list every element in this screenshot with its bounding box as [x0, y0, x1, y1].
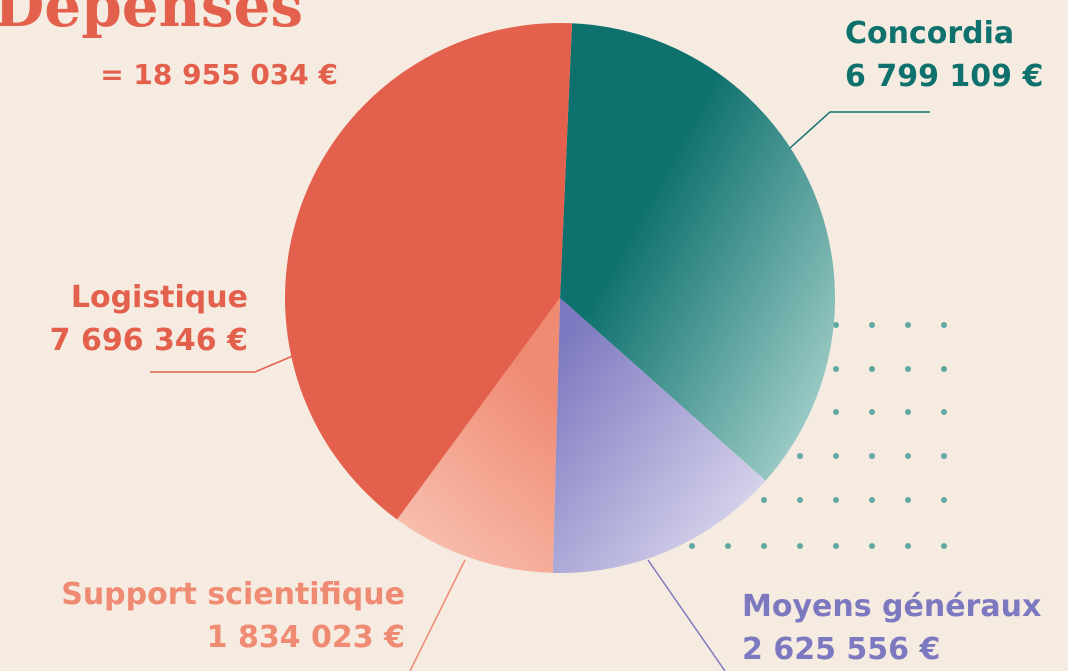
- slice-label: Moyens généraux: [742, 589, 1041, 624]
- pie-slice: [285, 23, 572, 520]
- dot: [797, 543, 803, 549]
- slice-value: 1 834 023 €: [207, 620, 405, 655]
- dot: [797, 497, 803, 503]
- dot: [941, 453, 947, 459]
- dot: [941, 322, 947, 328]
- slice-label: Logistique: [71, 280, 248, 315]
- dot: [869, 409, 875, 415]
- leader-line: [647, 559, 726, 671]
- slice-value: 6 799 109 €: [845, 59, 1043, 94]
- pie: [285, 23, 835, 573]
- dot: [833, 322, 839, 328]
- dot: [833, 453, 839, 459]
- leader-line: [409, 559, 466, 671]
- leader-line: [150, 354, 296, 373]
- dot: [761, 497, 767, 503]
- slice-value: 7 696 346 €: [50, 323, 248, 358]
- dot: [797, 453, 803, 459]
- pie-slice: [560, 23, 835, 481]
- dot: [941, 409, 947, 415]
- dot: [725, 543, 731, 549]
- dot: [833, 497, 839, 503]
- dot: [869, 453, 875, 459]
- dot: [905, 543, 911, 549]
- dot: [905, 366, 911, 372]
- slice-label: Support scientifique: [61, 577, 405, 612]
- chart-subtitle: = 18 955 034 €: [100, 58, 338, 91]
- dot: [833, 543, 839, 549]
- dot: [905, 409, 911, 415]
- dot: [941, 497, 947, 503]
- dot: [869, 366, 875, 372]
- dot: [905, 497, 911, 503]
- slice-label: Concordia: [845, 16, 1014, 51]
- slice-value: 2 625 556 €: [742, 632, 940, 667]
- dot: [761, 543, 767, 549]
- pie-slice: [552, 298, 766, 573]
- chart-title: Dépenses: [0, 0, 303, 40]
- dot: [869, 322, 875, 328]
- leader-line: [789, 111, 930, 149]
- pie-slice: [397, 298, 560, 573]
- dot: [869, 497, 875, 503]
- dot: [905, 322, 911, 328]
- dot: [689, 543, 695, 549]
- dot: [941, 366, 947, 372]
- dot: [941, 543, 947, 549]
- dot: [869, 543, 875, 549]
- dot: [833, 409, 839, 415]
- dot: [833, 366, 839, 372]
- dot: [905, 453, 911, 459]
